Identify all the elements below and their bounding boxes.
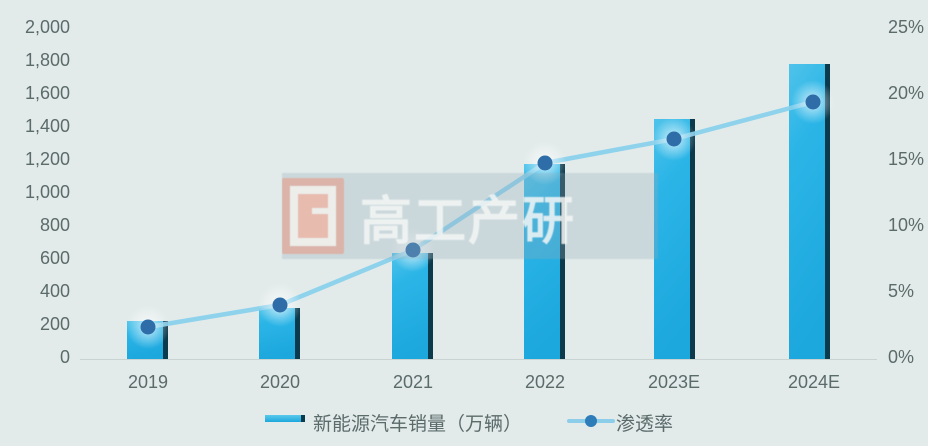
svg-text:高工产研: 高工产研 bbox=[360, 193, 576, 251]
